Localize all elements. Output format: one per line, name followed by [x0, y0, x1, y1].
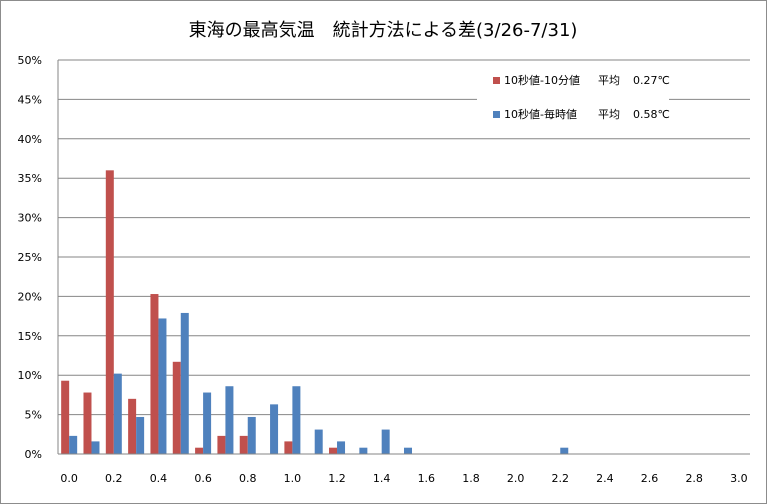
x-tick-label: 2.4: [596, 472, 614, 485]
legend-mean-value: 0.58℃: [633, 108, 670, 121]
legend-mean-label: 平均: [598, 74, 620, 87]
bar-series-1: [329, 447, 338, 454]
bar-series-2: [247, 416, 256, 454]
x-tick-label: 2.8: [685, 472, 703, 485]
y-tick-label: 10%: [18, 369, 42, 382]
bar-series-2: [270, 404, 279, 454]
bar-series-2: [158, 318, 167, 454]
bar-series-2: [314, 429, 323, 454]
tick-labels: 0% 5% 10% 15% 20% 25% 30% 35% 40% 45% 50% 0.0 0.2 0.4…: [18, 54, 748, 485]
bar-series-2: [91, 441, 100, 454]
y-tick-label: 5%: [25, 409, 42, 422]
bar-series-1: [128, 398, 137, 454]
y-tick-label: 45%: [18, 93, 42, 106]
x-tick-label: 0.6: [194, 472, 212, 485]
y-tick-label: 30%: [18, 212, 42, 225]
y-tick-label: 50%: [18, 54, 42, 67]
x-tick-label: 1.0: [284, 472, 302, 485]
y-tick-label: 0%: [25, 448, 42, 461]
x-tick-label: 0.2: [105, 472, 123, 485]
x-tick-label: 2.2: [552, 472, 570, 485]
y-tick-label: 15%: [18, 330, 42, 343]
bar-series-1: [150, 294, 159, 454]
x-tick-label: 0.4: [150, 472, 168, 485]
x-tick-label: 2.0: [507, 472, 525, 485]
y-tick-label: 25%: [18, 251, 42, 264]
legend-swatch: [493, 111, 500, 118]
bar-series-2: [113, 373, 122, 454]
bars: [61, 170, 569, 454]
y-tick-label: 20%: [18, 290, 42, 303]
bar-series-1: [83, 392, 92, 454]
bar-series-1: [239, 435, 248, 454]
x-tick-label: 2.6: [641, 472, 659, 485]
legend-series-name: 10秒値-毎時値: [504, 107, 577, 121]
legend-mean-value: 0.27℃: [633, 74, 670, 87]
legend-series-name: 10秒値-10分値: [504, 73, 580, 87]
x-tick-label: 1.2: [328, 472, 346, 485]
bar-series-2: [136, 416, 145, 454]
x-tick-label: 1.8: [462, 472, 480, 485]
legend-mean-label: 平均: [598, 108, 620, 121]
bar-series-2: [180, 312, 189, 454]
bar-series-2: [225, 386, 234, 454]
x-tick-label: 1.4: [373, 472, 391, 485]
bar-series-2: [404, 447, 412, 454]
bar-series-2: [203, 392, 212, 454]
y-tick-label: 40%: [18, 133, 42, 146]
bar-series-2: [381, 429, 390, 454]
bar-series-2: [337, 441, 346, 454]
x-tick-label: 1.6: [418, 472, 436, 485]
bar-series-2: [560, 447, 569, 454]
bar-series-2: [69, 435, 78, 454]
bar-series-1: [217, 435, 226, 454]
x-tick-label: 3.0: [730, 472, 748, 485]
x-tick-label: 0.0: [60, 472, 78, 485]
bar-series-2: [292, 386, 301, 454]
bar-series-1: [195, 447, 204, 454]
bar-series-2: [359, 447, 368, 454]
y-tick-label: 35%: [18, 172, 42, 185]
bar-series-1: [61, 380, 70, 454]
legend-swatch: [493, 77, 500, 84]
bar-series-1: [105, 170, 114, 454]
bar-series-1: [172, 361, 181, 454]
chart-title: 東海の最高気温 統計方法による差(3/26-7/31): [189, 20, 578, 41]
bar-series-1: [284, 441, 293, 454]
x-tick-label: 0.8: [239, 472, 257, 485]
axes: [57, 60, 750, 455]
